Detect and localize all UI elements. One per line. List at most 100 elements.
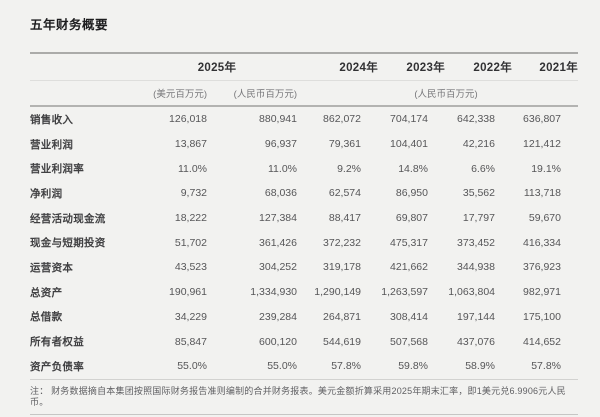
cell-value: 14.8% bbox=[398, 162, 428, 175]
cell-value: 79,361 bbox=[328, 138, 361, 151]
cell-value: 372,232 bbox=[323, 236, 361, 249]
row-label: 资产负债率 bbox=[30, 360, 84, 373]
cell-value: 9,732 bbox=[180, 187, 207, 200]
table-row: 现金与短期投资 51,702 361,426 372,232 475,317 373,45… bbox=[30, 230, 578, 255]
year-header-2021: 2021年 bbox=[512, 53, 578, 81]
cell-value: 11.0% bbox=[178, 162, 207, 175]
cell-value: 264,871 bbox=[323, 310, 361, 323]
cell-value: 96,937 bbox=[264, 138, 297, 151]
cell-value: 982,971 bbox=[523, 286, 561, 299]
table-body: 销售收入 126,018 880,941 862,072 704,174 642,338 6… bbox=[30, 106, 578, 379]
cell-value: 55.0% bbox=[267, 360, 297, 373]
page-title: 五年财务概要 bbox=[30, 18, 109, 32]
cell-value: 1,063,804 bbox=[448, 286, 495, 299]
cell-value: 862,072 bbox=[323, 113, 361, 126]
empty-corner-cell bbox=[30, 53, 140, 81]
row-label: 现金与短期投资 bbox=[30, 237, 106, 250]
cell-value: 636,807 bbox=[523, 113, 561, 126]
cell-value: 62,574 bbox=[328, 187, 361, 200]
cell-value: 121,412 bbox=[523, 138, 561, 151]
table-row: 所有者权益 85,847 600,120 544,619 507,568 437,076 4… bbox=[30, 329, 578, 354]
cell-value: 421,662 bbox=[390, 261, 428, 274]
row-label: 所有者权益 bbox=[30, 336, 84, 349]
cell-value: 239,284 bbox=[259, 310, 297, 323]
row-label: 经营活动现金流 bbox=[30, 212, 106, 225]
table-row: 营业利润 13,867 96,937 79,361 104,401 42,216 121,4… bbox=[30, 132, 578, 157]
financial-table: 2025年 2024年 2023年 2022年 2021年 (美元百万元) (人… bbox=[30, 52, 578, 379]
cell-value: 190,961 bbox=[169, 286, 207, 299]
cell-value: 51,702 bbox=[174, 236, 207, 249]
cell-value: 58.9% bbox=[465, 360, 495, 373]
cell-value: 13,867 bbox=[174, 138, 207, 151]
cell-value: 104,401 bbox=[390, 138, 428, 151]
year-header-row: 2025年 2024年 2023年 2022年 2021年 bbox=[30, 53, 578, 81]
cell-value: 544,619 bbox=[323, 335, 361, 348]
table-header: 2025年 2024年 2023年 2022年 2021年 (美元百万元) (人… bbox=[30, 53, 578, 107]
cell-value: 68,036 bbox=[264, 187, 297, 200]
row-label: 营业利润率 bbox=[30, 163, 84, 176]
cell-value: 319,178 bbox=[323, 261, 361, 274]
cell-value: 414,652 bbox=[523, 335, 561, 348]
cell-value: 437,076 bbox=[457, 335, 495, 348]
table-row: 净利润 9,732 68,036 62,574 86,950 35,562 113,718 bbox=[30, 181, 578, 206]
cell-value: 304,252 bbox=[259, 261, 297, 274]
table-row: 销售收入 126,018 880,941 862,072 704,174 642,338 6… bbox=[30, 106, 578, 132]
cell-value: 85,847 bbox=[174, 335, 207, 348]
cell-value: 1,263,597 bbox=[381, 286, 428, 299]
cell-value: 6.6% bbox=[471, 162, 495, 175]
cell-value: 43,523 bbox=[174, 261, 207, 274]
cell-value: 197,144 bbox=[457, 310, 495, 323]
cell-value: 507,568 bbox=[390, 335, 428, 348]
cell-value: 88,417 bbox=[328, 212, 361, 225]
unit-rmb-years-label: (人民币百万元) bbox=[314, 80, 578, 107]
units-header-row: (美元百万元) (人民币百万元) (人民币百万元) bbox=[30, 80, 578, 107]
cell-value: 57.8% bbox=[531, 360, 561, 373]
cell-value: 704,174 bbox=[390, 113, 428, 126]
cell-value: 361,426 bbox=[259, 236, 297, 249]
cell-value: 475,317 bbox=[390, 236, 428, 249]
cell-value: 59,670 bbox=[528, 212, 561, 225]
year-header-2022: 2022年 bbox=[445, 53, 512, 81]
cell-value: 376,923 bbox=[523, 261, 561, 274]
row-label: 销售收入 bbox=[30, 113, 74, 126]
row-label: 运营资本 bbox=[30, 261, 74, 274]
table-row: 营业利润率 11.0% 11.0% 9.2% 14.8% 6.6% 19.1% bbox=[30, 156, 578, 181]
table-row: 总借款 34,229 239,284 264,871 308,414 197,144 175… bbox=[30, 305, 578, 330]
cell-value: 86,950 bbox=[395, 187, 428, 200]
cell-value: 308,414 bbox=[390, 310, 428, 323]
cell-value: 1,334,930 bbox=[250, 286, 297, 299]
cell-value: 59.8% bbox=[398, 360, 428, 373]
cell-value: 34,229 bbox=[174, 310, 207, 323]
cell-value: 113,718 bbox=[523, 187, 561, 200]
cell-value: 373,452 bbox=[457, 236, 495, 249]
cell-value: 344,938 bbox=[457, 261, 495, 274]
table-row: 经营活动现金流 18,222 127,384 88,417 69,807 17,797 59… bbox=[30, 206, 578, 231]
cell-value: 19.1% bbox=[531, 162, 561, 175]
cell-value: 175,100 bbox=[523, 310, 561, 323]
cell-value: 880,941 bbox=[259, 113, 297, 126]
footnote-band: 注： 财务数据摘自本集团按照国际财务报告准则编制的合并财务报表。美元金额折算采用… bbox=[30, 378, 578, 415]
unit-usd-label: (美元百万元) bbox=[140, 80, 224, 107]
cell-value: 42,216 bbox=[462, 138, 495, 151]
year-header-2024: 2024年 bbox=[314, 53, 378, 81]
cell-value: 9.2% bbox=[337, 162, 361, 175]
cell-value: 11.0% bbox=[268, 162, 297, 175]
cell-value: 35,562 bbox=[462, 187, 495, 200]
cell-value: 17,797 bbox=[462, 212, 495, 225]
cell-value: 1,290,149 bbox=[314, 286, 361, 299]
cell-value: 57.8% bbox=[331, 360, 361, 373]
year-header-2025: 2025年 bbox=[140, 53, 314, 81]
row-label: 净利润 bbox=[30, 187, 63, 200]
cell-value: 69,807 bbox=[395, 212, 428, 225]
cell-value: 416,334 bbox=[523, 236, 561, 249]
cell-value: 18,222 bbox=[174, 212, 207, 225]
table-row: 资产负债率 55.0% 55.0% 57.8% 59.8% 58.9% 57.8% bbox=[30, 354, 578, 379]
table-row: 运营资本 43,523 304,252 319,178 421,662 344,938 37… bbox=[30, 255, 578, 280]
cell-value: 127,384 bbox=[259, 212, 297, 225]
footnote: 注： 财务数据摘自本集团按照国际财务报告准则编制的合并财务报表。美元金额折算采用… bbox=[30, 385, 566, 407]
unit-rmb-2025-label: (人民币百万元) bbox=[224, 80, 314, 107]
empty-units-cell bbox=[30, 80, 140, 107]
cell-value: 600,120 bbox=[259, 335, 297, 348]
row-label: 总资产 bbox=[30, 286, 63, 299]
